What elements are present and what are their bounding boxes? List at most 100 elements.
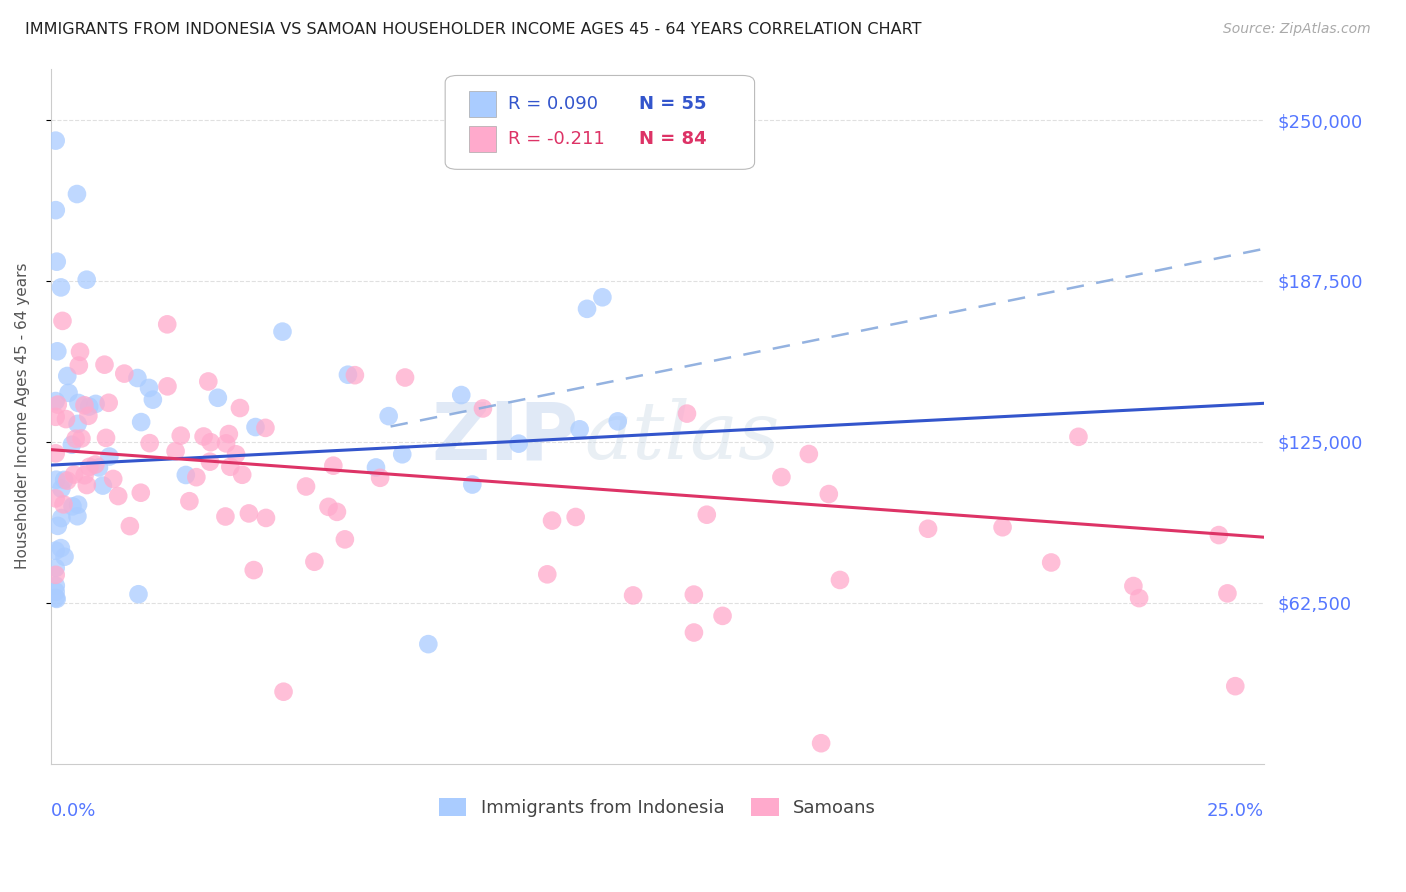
Text: R = 0.090: R = 0.090 (508, 95, 599, 113)
Point (127, 371, 149, 385)
Point (45, 446, 67, 460)
Point (576, 301, 599, 316)
Point (682, 588, 704, 602)
Point (46, 519, 69, 533)
Point (45, 409, 67, 424)
Point (541, 514, 564, 528)
Text: 0.0%: 0.0% (51, 802, 96, 820)
Point (87, 460, 110, 475)
Text: N = 84: N = 84 (640, 129, 707, 148)
Point (79, 459, 101, 474)
Point (45, 473, 67, 487)
Point (129, 485, 152, 500)
Point (67, 396, 90, 410)
Point (676, 407, 699, 421)
Point (45, 491, 67, 506)
Point (129, 415, 152, 429)
Point (73, 398, 96, 412)
Point (1208, 528, 1230, 542)
Point (326, 505, 349, 519)
Point (76, 478, 98, 492)
Point (1216, 586, 1239, 600)
Point (254, 421, 277, 435)
Point (336, 368, 359, 382)
Point (197, 375, 219, 389)
Point (219, 459, 242, 474)
Point (56, 369, 79, 384)
Point (271, 325, 294, 339)
Point (591, 290, 613, 304)
Point (508, 436, 530, 450)
Point (53, 549, 76, 564)
Point (991, 520, 1014, 534)
Point (394, 370, 416, 384)
Point (471, 401, 494, 416)
Point (1040, 556, 1063, 570)
Point (242, 563, 264, 577)
Point (810, 736, 832, 750)
Point (536, 567, 558, 582)
Point (606, 414, 628, 428)
Point (179, 494, 201, 508)
Point (53, 473, 76, 487)
Point (77, 400, 100, 414)
Point (418, 637, 440, 651)
Point (711, 608, 734, 623)
Point (62, 500, 84, 514)
Point (46, 344, 69, 359)
Point (304, 555, 326, 569)
Point (98, 450, 121, 464)
Point (56, 474, 79, 488)
Point (112, 367, 135, 381)
Point (52, 497, 75, 511)
Point (45, 561, 67, 575)
Point (103, 472, 125, 486)
Point (1122, 579, 1144, 593)
Point (97, 396, 120, 410)
Point (84, 458, 107, 472)
Point (198, 455, 221, 469)
Point (797, 447, 820, 461)
Point (683, 625, 706, 640)
Point (828, 573, 851, 587)
Point (156, 318, 179, 332)
Point (295, 479, 318, 493)
Point (58, 385, 80, 400)
Point (917, 522, 939, 536)
Point (45, 134, 67, 148)
Point (343, 368, 366, 383)
Point (45, 254, 67, 268)
Point (45, 394, 67, 409)
Point (55, 412, 77, 426)
Point (391, 447, 413, 461)
Point (254, 511, 277, 525)
Point (368, 471, 391, 485)
Point (770, 470, 793, 484)
Point (461, 477, 484, 491)
Point (67, 359, 90, 373)
Point (84, 397, 107, 411)
Point (51, 482, 73, 496)
Point (215, 436, 238, 450)
Point (45, 584, 67, 599)
Point (218, 427, 240, 442)
Bar (470, 126, 496, 152)
Y-axis label: Householder Income Ages 45 - 64 years: Householder Income Ages 45 - 64 years (15, 263, 30, 569)
Point (273, 684, 295, 698)
Bar (470, 91, 496, 117)
Point (186, 470, 208, 484)
Point (94, 431, 117, 445)
Point (1067, 430, 1090, 444)
Point (333, 533, 356, 547)
Point (207, 391, 229, 405)
Point (200, 435, 222, 450)
Point (245, 420, 267, 434)
Point (138, 381, 160, 395)
Point (91, 478, 114, 492)
Point (45, 543, 67, 558)
Point (70, 432, 93, 446)
Point (1128, 591, 1150, 606)
Point (322, 458, 344, 473)
Point (229, 401, 252, 415)
Point (817, 487, 839, 501)
